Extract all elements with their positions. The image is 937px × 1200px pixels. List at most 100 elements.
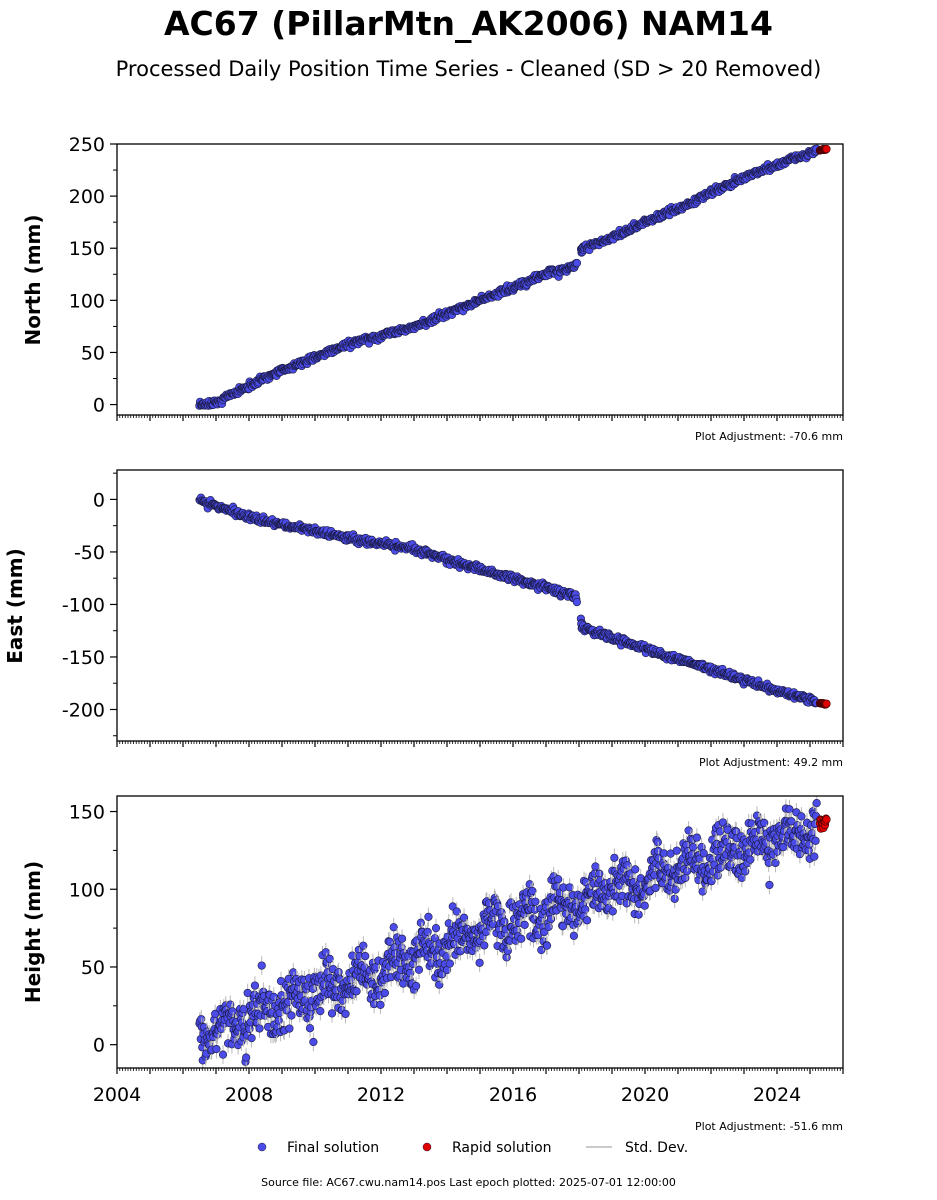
final-point — [765, 880, 774, 890]
final-point — [250, 981, 260, 990]
final-point — [475, 958, 484, 967]
final-point — [810, 852, 819, 861]
legend-marker — [257, 1142, 267, 1152]
final-point — [528, 886, 537, 896]
final-point — [785, 805, 794, 814]
final-point — [431, 924, 441, 933]
plot-adjustment-note: Plot Adjustment: 49.2 mm — [699, 756, 843, 769]
data-layer — [195, 144, 831, 410]
final-point — [376, 1000, 385, 1009]
final-point — [414, 965, 424, 974]
final-point — [698, 887, 707, 896]
final-point — [452, 907, 461, 916]
final-point — [308, 984, 318, 993]
y-tick-label: 0 — [93, 489, 105, 511]
plot-adjustment-note: Plot Adjustment: -51.6 mm — [695, 1120, 843, 1133]
final-point — [423, 927, 432, 936]
y-tick-label: 100 — [69, 290, 105, 312]
final-point — [610, 853, 619, 862]
final-point — [397, 934, 407, 943]
final-point — [640, 901, 649, 910]
final-point — [517, 934, 526, 943]
y-tick-label: 100 — [69, 879, 105, 901]
final-point — [715, 827, 725, 836]
legend: Final solution Rapid solution Std. Dev. — [257, 1140, 688, 1156]
final-point — [812, 798, 821, 808]
final-point — [389, 923, 398, 932]
y-axis-label: East (mm) — [3, 548, 27, 664]
y-tick-label: -50 — [74, 542, 105, 564]
rapid-point — [822, 144, 831, 154]
final-point — [558, 922, 567, 931]
final-point — [359, 941, 368, 950]
final-point — [746, 855, 755, 864]
final-point — [285, 1024, 294, 1033]
y-tick-label: 150 — [69, 238, 105, 260]
final-point — [797, 812, 806, 821]
final-point — [670, 894, 679, 903]
final-point — [544, 922, 553, 931]
x-tick-label: 2020 — [621, 1084, 669, 1106]
final-point — [681, 873, 690, 883]
final-point — [608, 907, 617, 916]
final-point — [309, 1037, 318, 1047]
final-point — [542, 941, 552, 950]
final-point — [218, 1050, 228, 1059]
final-point — [520, 920, 529, 929]
final-point — [289, 968, 298, 977]
x-tick-label: 2016 — [489, 1084, 537, 1106]
final-point — [380, 988, 390, 998]
data-layer — [195, 796, 831, 1068]
final-point — [274, 1016, 283, 1025]
final-point — [672, 846, 681, 855]
y-tick-label: 50 — [81, 957, 105, 979]
final-point — [325, 954, 334, 963]
final-point — [591, 862, 600, 871]
final-point — [239, 1005, 248, 1014]
final-point — [411, 981, 421, 991]
final-point — [352, 987, 361, 996]
final-point — [634, 910, 643, 919]
panel-2: 0 -50 -100 -150 -200 East (mm) Plot Adjustment… — [3, 469, 844, 769]
y-tick-label: 200 — [69, 186, 105, 208]
final-point — [760, 818, 769, 828]
final-point — [565, 883, 574, 892]
final-point — [445, 959, 454, 968]
final-point — [257, 961, 266, 970]
final-point — [416, 918, 425, 927]
rapid-point — [822, 699, 831, 708]
final-point — [247, 1034, 256, 1043]
final-point — [480, 941, 489, 950]
final-point — [228, 1007, 237, 1016]
panel-3: 0 50 100 150 2004 2008 2012 2016 2020 2024 Height … — [21, 795, 844, 1133]
final-point — [682, 867, 692, 876]
rapid-point — [822, 815, 831, 824]
legend-label: Final solution — [287, 1140, 379, 1156]
y-tick-label: 250 — [69, 134, 105, 156]
final-point — [572, 598, 581, 607]
source-footer: Source file: AC67.cwu.nam14.pos Last epo… — [261, 1176, 676, 1189]
final-point — [531, 897, 540, 906]
final-point — [305, 1024, 315, 1033]
y-axis-label: Height (mm) — [21, 861, 45, 1003]
final-point — [707, 877, 716, 886]
y-tick-label: 150 — [69, 802, 105, 824]
legend-label: Std. Dev. — [625, 1140, 688, 1156]
y-tick-label: 50 — [81, 342, 105, 364]
final-point — [327, 1009, 337, 1018]
final-point — [622, 899, 631, 908]
final-point — [459, 913, 469, 922]
final-point — [430, 934, 440, 943]
y-tick-label: -100 — [62, 594, 105, 616]
final-point — [811, 836, 820, 845]
y-tick-label: -200 — [62, 699, 105, 721]
final-point — [245, 1024, 254, 1034]
final-point — [582, 916, 592, 925]
final-point — [581, 905, 590, 914]
y-tick-label: 0 — [93, 1035, 105, 1057]
final-point — [442, 952, 451, 961]
final-point — [699, 849, 708, 858]
final-point — [242, 1053, 251, 1062]
final-point — [341, 1009, 350, 1019]
